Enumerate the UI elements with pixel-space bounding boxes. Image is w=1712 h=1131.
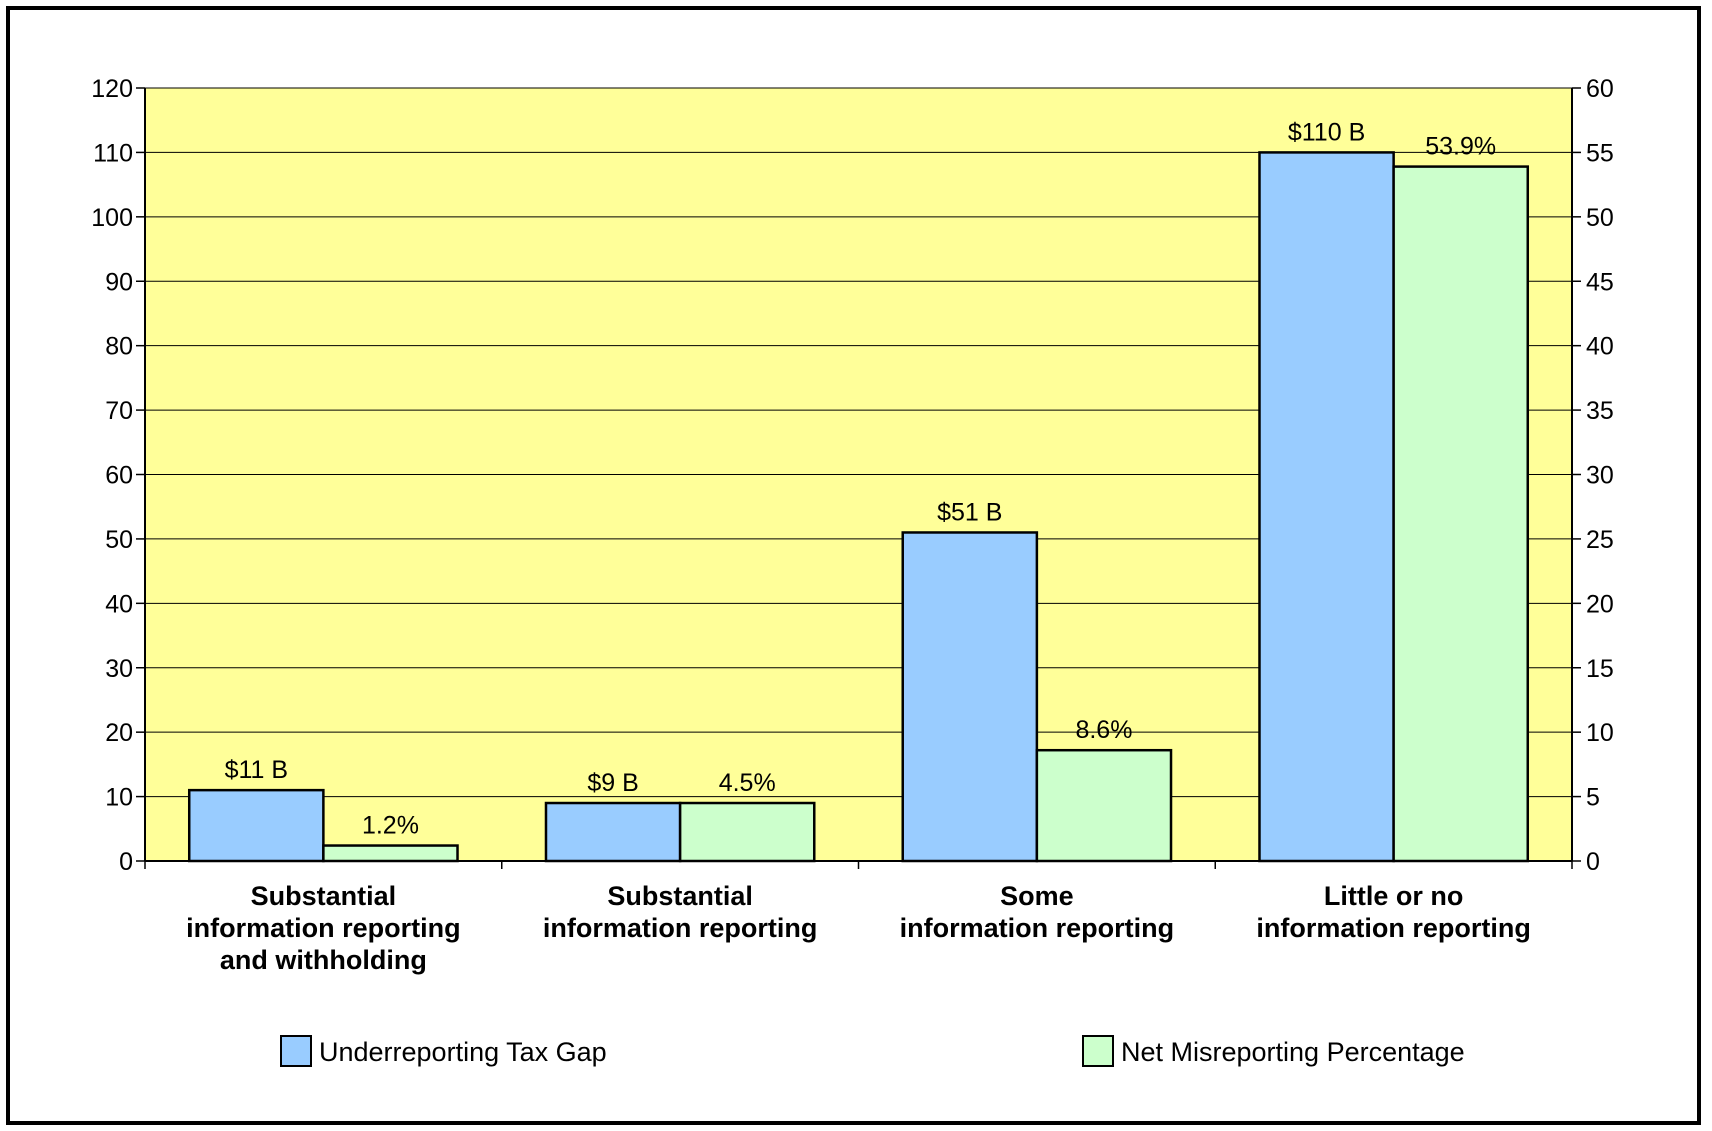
right-tick-label: 5 [1586,784,1600,812]
left-tick-label: 20 [105,719,133,747]
left-tick-label: 120 [91,75,133,103]
right-tick-label: 0 [1586,848,1600,876]
right-tick-label: 10 [1586,719,1614,747]
category-label-line: Some [1000,881,1074,911]
left-tick-label: 30 [105,655,133,683]
data-label-misreporting: 1.2% [362,812,419,840]
left-tick-label: 80 [105,333,133,361]
right-tick-label: 30 [1586,462,1614,490]
bar-misreporting [678,801,816,863]
bar-misreporting [322,844,459,863]
legend-label: Underreporting Tax Gap [319,1037,607,1067]
data-label-underreporting: $110 B [1288,118,1365,146]
right-tick-label: 45 [1586,268,1614,296]
bar-underreporting [1258,151,1395,863]
bar-misreporting [1035,748,1173,863]
right-tick-label: 20 [1586,590,1614,618]
left-tick-label: 0 [119,848,133,876]
left-tick-label: 60 [105,462,133,490]
left-tick-label: 70 [105,397,133,425]
data-label-misreporting: 4.5% [719,769,776,797]
category-label-line: Little or no [1324,881,1463,911]
left-tick-label: 50 [105,526,133,554]
data-label-underreporting: $51 B [937,498,1002,526]
right-tick-label: 55 [1586,139,1614,167]
category-label-line: Substantial [251,881,397,911]
bar-underreporting [544,801,682,863]
category-label-line: Substantial [607,881,753,911]
data-label-misreporting: 8.6% [1075,716,1132,744]
legend-label: Net Misreporting Percentage [1121,1037,1465,1067]
data-label-misreporting: 53.9% [1425,133,1496,161]
left-tick-label: 110 [93,139,133,167]
category-label-line: information reporting [543,913,817,943]
data-label-underreporting: $9 B [587,769,638,797]
category-label: Little or no information reporting [1256,881,1530,943]
right-tick-label: 35 [1586,397,1614,425]
left-tick-label: 90 [105,268,133,296]
bar-misreporting [1392,165,1530,863]
left-tick-label: 40 [105,590,133,618]
category-label-line: information reporting [186,913,460,943]
category-label: Substantial information reporting and with… [186,881,460,975]
category-label: Some information reporting [900,881,1174,943]
category-label-line: information reporting [900,913,1174,943]
category-label-line: information reporting [1256,913,1530,943]
right-tick-label: 15 [1586,655,1614,683]
right-tick-label: 25 [1586,526,1614,554]
right-tick-label: 50 [1586,204,1614,232]
bar-underreporting [187,788,325,863]
left-tick-label: 10 [105,784,133,812]
data-label-underreporting: $11 B [225,756,288,784]
category-label-line: and withholding [220,945,427,975]
right-tick-label: 60 [1586,75,1614,103]
right-tick-label: 40 [1586,333,1614,361]
legend-swatch [280,1035,312,1067]
legend-swatch [1082,1035,1114,1067]
bar-underreporting [901,531,1039,863]
category-label: Substantial information reporting [543,881,817,943]
left-tick-label: 100 [91,204,133,232]
